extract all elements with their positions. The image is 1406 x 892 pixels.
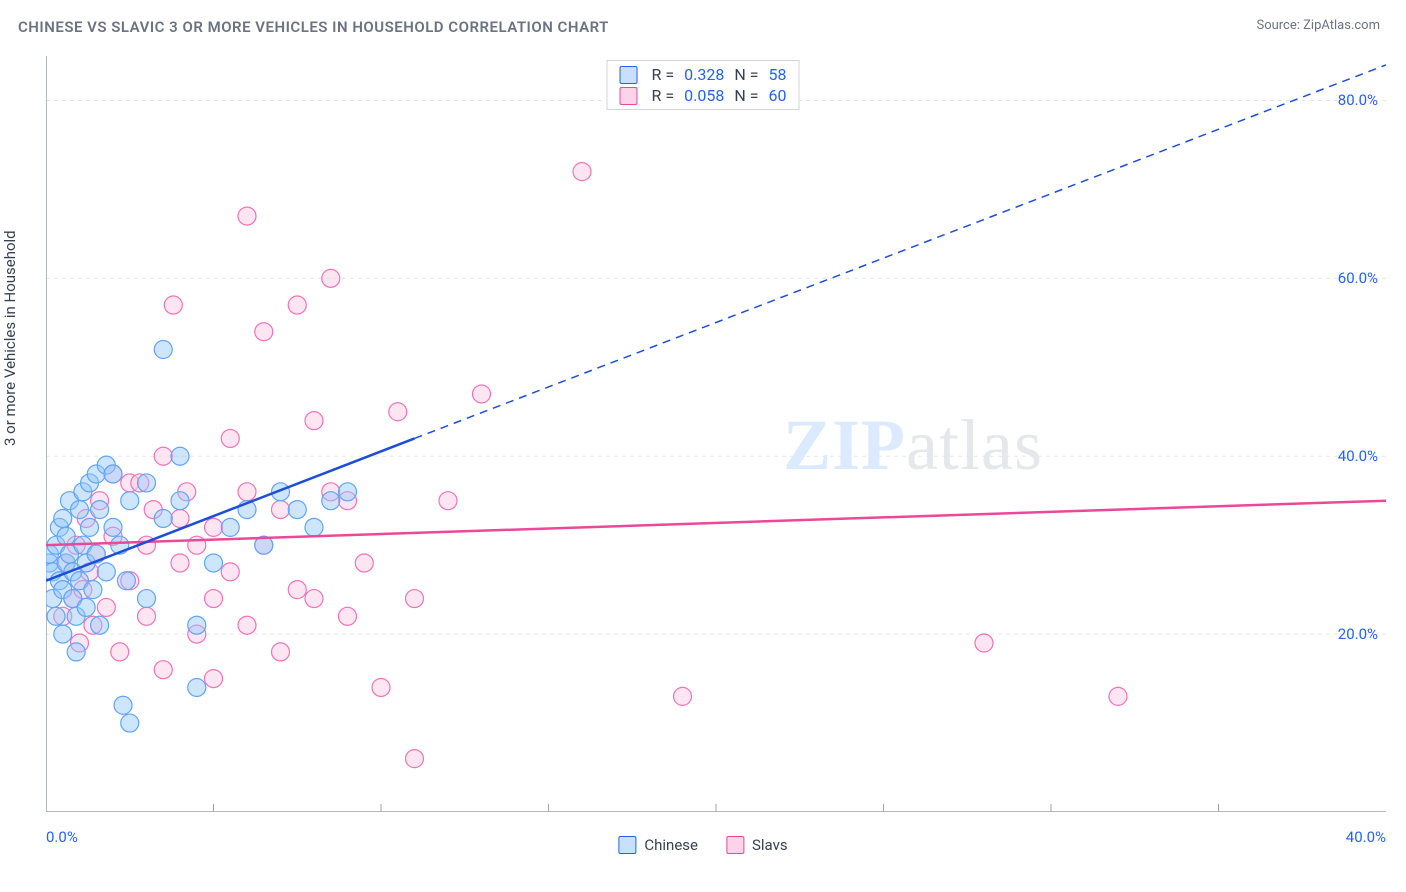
legend-item-chinese: Chinese: [618, 836, 698, 854]
legend-label-slavs: Slavs: [752, 836, 788, 854]
plot-area: ZIPatlas: [46, 56, 1386, 812]
y-tick-60: 60.0%: [1338, 269, 1378, 287]
source-label: Source: ZipAtlas.com: [1256, 18, 1380, 33]
scatter-svg: [46, 56, 1386, 812]
x-tick-40: 40.0%: [1346, 828, 1386, 846]
legend-swatch-pink: [726, 836, 744, 854]
y-tick-40: 40.0%: [1338, 447, 1378, 465]
corr-swatch-blue: [620, 66, 638, 84]
corr-swatch-pink: [620, 87, 638, 105]
corr-n-value-1: 60: [768, 86, 786, 105]
corr-r-label-1: R =: [652, 86, 675, 105]
corr-r-label-0: R =: [652, 65, 675, 84]
chart-title: CHINESE VS SLAVIC 3 OR MORE VEHICLES IN …: [18, 18, 609, 36]
chart-container: CHINESE VS SLAVIC 3 OR MORE VEHICLES IN …: [0, 0, 1406, 892]
legend-item-slavs: Slavs: [726, 836, 788, 854]
corr-n-value-0: 58: [768, 65, 786, 84]
corr-r-value-0: 0.328: [684, 65, 724, 84]
legend-label-chinese: Chinese: [644, 836, 698, 854]
corr-r-value-1: 0.058: [684, 86, 724, 105]
x-tick-0: 0.0%: [46, 828, 78, 846]
y-axis-label: 3 or more Vehicles in Household: [1, 230, 19, 446]
corr-n-label-0: N =: [734, 65, 758, 84]
legend-swatch-blue: [618, 836, 636, 854]
corr-n-label-1: N =: [734, 86, 758, 105]
watermark: ZIPatlas: [783, 404, 1043, 487]
y-tick-80: 80.0%: [1338, 91, 1378, 109]
series-legend: Chinese Slavs: [618, 836, 787, 854]
correlation-legend: R = 0.328 N = 58 R = 0.058 N = 60: [607, 60, 800, 110]
watermark-bold: ZIP: [783, 405, 906, 485]
watermark-rest: atlas: [906, 405, 1043, 485]
y-tick-20: 20.0%: [1338, 625, 1378, 643]
